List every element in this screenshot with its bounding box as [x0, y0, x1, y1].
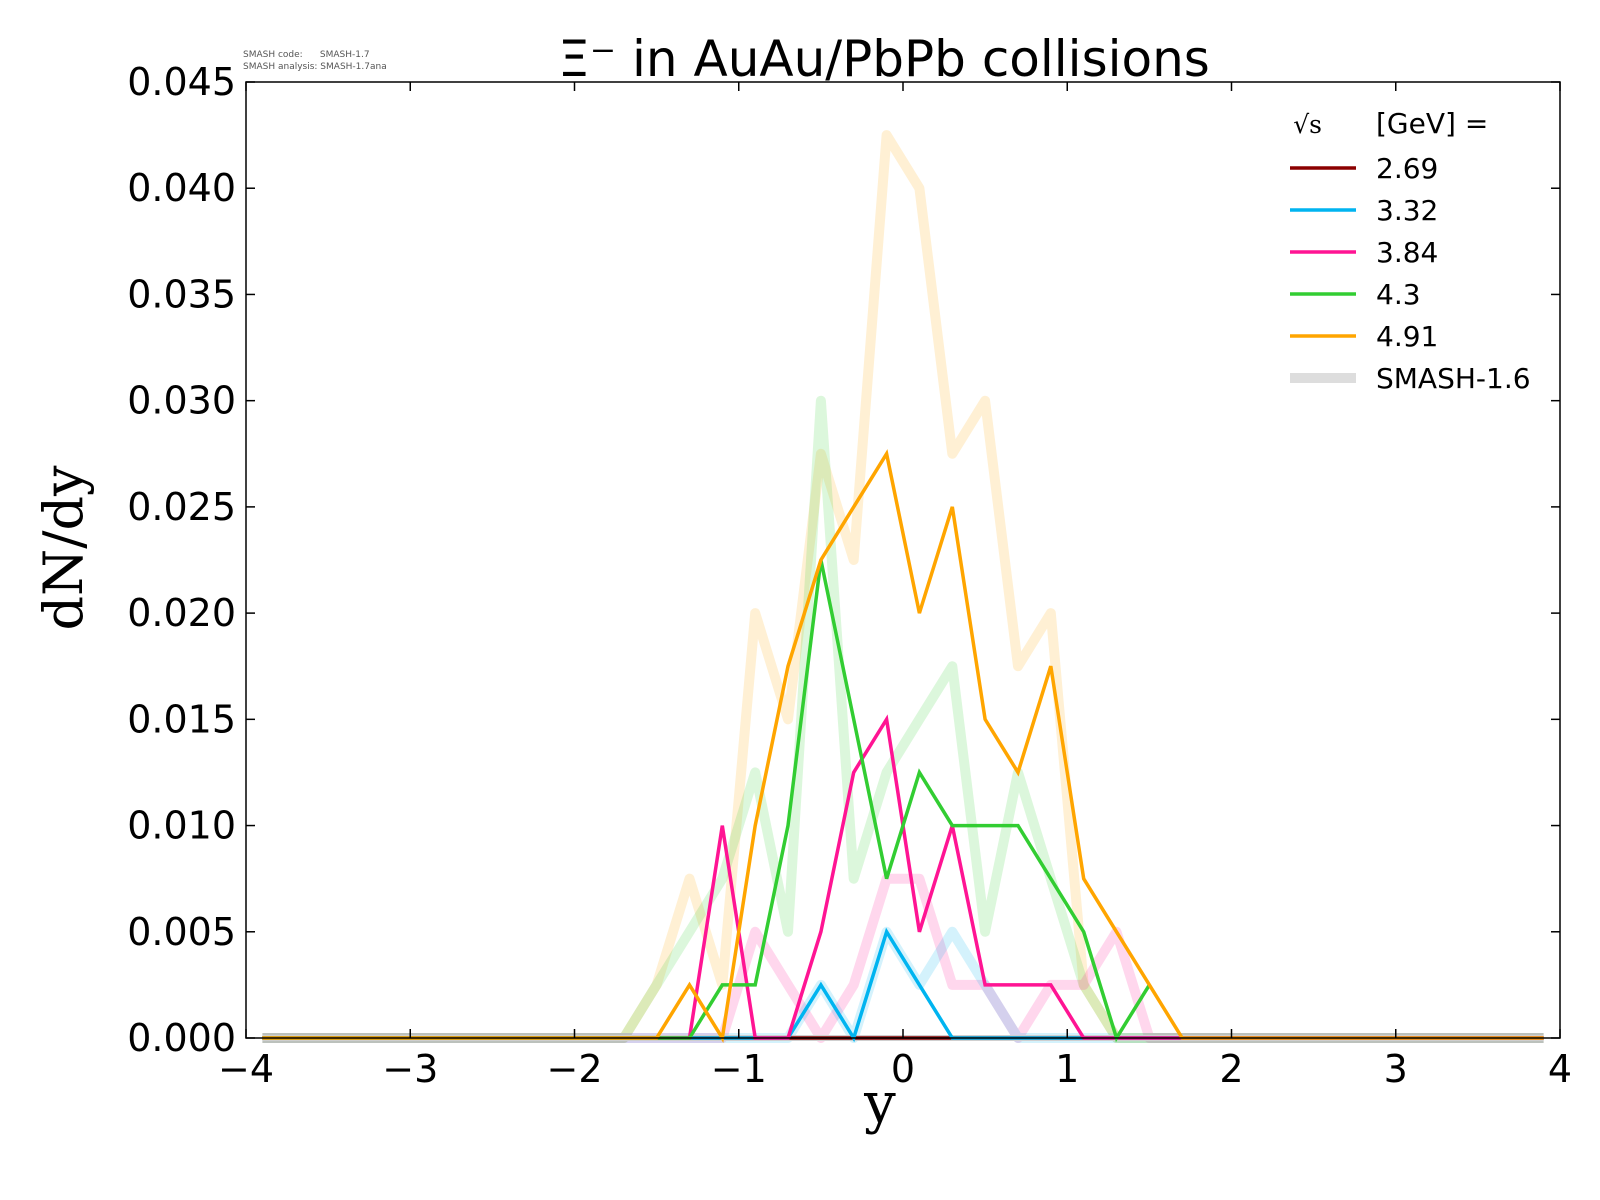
legend-label: 2.69: [1376, 152, 1438, 185]
y-tick-label: 0.005: [127, 910, 236, 954]
legend-label: 3.84: [1376, 236, 1438, 269]
meta-analysis-version: SMASH analysis: SMASH-1.7ana: [243, 62, 387, 72]
legend-label: 4.3: [1376, 278, 1421, 311]
x-tick-label: 0: [891, 1047, 915, 1091]
x-tick-label: 2: [1219, 1047, 1243, 1091]
x-tick-label: −2: [546, 1047, 602, 1091]
legend-title: [GeV] =: [1376, 107, 1488, 140]
reference-series-line: [262, 926, 1544, 1043]
series-line-3-32: [262, 927, 1544, 1043]
reference-series-line: [262, 130, 1544, 1043]
reference-series-line: [262, 395, 1544, 1043]
legend-label: SMASH-1.6: [1376, 362, 1531, 395]
x-tick-label: 4: [1548, 1047, 1572, 1091]
axis-ticks: −4 −3 −2 −1 0 1 2 3 4 0.000 0.005 0.010 0.015 0.020 0.…: [127, 60, 1572, 1091]
legend-label: 3.32: [1376, 194, 1438, 227]
legend-title-sqrt: √s: [1293, 110, 1322, 139]
y-tick-label: 0.030: [127, 379, 236, 423]
y-tick-label: 0.010: [127, 804, 236, 848]
x-axis-label: y: [863, 1071, 896, 1136]
y-tick-label: 0.045: [127, 60, 236, 104]
legend-label: 4.91: [1376, 320, 1438, 353]
x-tick-label: −1: [711, 1047, 767, 1091]
x-tick-label: 1: [1055, 1047, 1079, 1091]
x-tick-label: 3: [1384, 1047, 1408, 1091]
y-tick-label: 0.025: [127, 485, 236, 529]
series-line-4-3: [262, 559, 1151, 1043]
reference-series-line: [262, 873, 1544, 1043]
series-line-3-84: [262, 714, 1544, 1040]
y-tick-label: 0.000: [127, 1016, 236, 1060]
x-tick-label: −4: [218, 1047, 274, 1091]
y-tick-label: 0.015: [127, 697, 236, 741]
y-axis-label: dN/dy: [32, 465, 95, 631]
chart-title: Ξ⁻ in AuAu/PbPb collisions: [558, 30, 1210, 88]
y-tick-label: 0.040: [127, 166, 236, 210]
plot-frame: [245, 81, 1561, 1039]
meta-code-version: SMASH code: SMASH-1.7: [243, 50, 370, 60]
y-tick-label: 0.020: [127, 591, 236, 635]
x-tick-label: −3: [382, 1047, 438, 1091]
reference-series-group: [262, 130, 1544, 1043]
legend: √s [GeV] = 2.69 3.32 3.84 4.3 4.91 SMASH-1.6: [1290, 107, 1531, 395]
y-tick-label: 0.035: [127, 272, 236, 316]
